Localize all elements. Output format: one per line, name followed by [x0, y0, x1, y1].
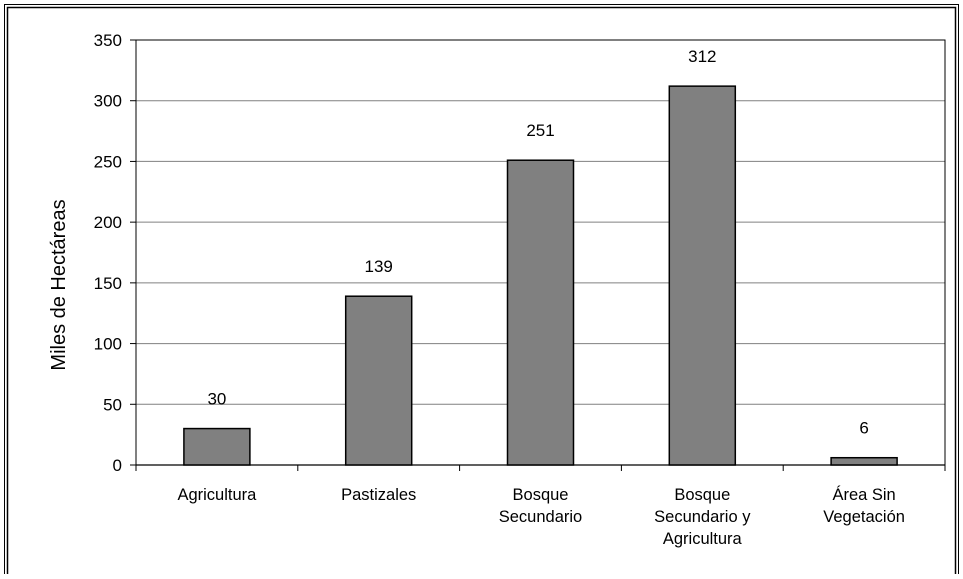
- x-axis-category-labels: Agricultura Pastizales Bosque Secundario Bos…: [177, 485, 904, 548]
- data-label: 312: [688, 47, 716, 66]
- y-axis-ticks: 0 50 100 150 200 250 300 350: [94, 31, 136, 475]
- x-category-label: Bosque Secundario: [499, 486, 582, 526]
- y-tick-label: 200: [94, 213, 122, 232]
- x-category-label: Área Sin Vegetación: [823, 485, 905, 526]
- chart-outer-border: [6, 6, 957, 579]
- x-category-label: Bosque Secundario y Agricultura: [654, 486, 751, 548]
- y-tick-label: 0: [113, 456, 122, 475]
- bar: [183, 427, 251, 466]
- bars: [183, 85, 898, 466]
- data-label: 30: [207, 390, 226, 409]
- x-category-label: Agricultura: [177, 486, 257, 504]
- y-tick-label: 50: [103, 395, 122, 414]
- y-tick-label: 250: [94, 152, 122, 171]
- data-label: 251: [526, 121, 554, 140]
- y-tick-label: 300: [94, 92, 122, 111]
- bar: [506, 159, 575, 466]
- chart-outer-border-shadow: [4, 4, 959, 579]
- y-tick-label: 350: [94, 31, 122, 50]
- data-labels: 30 139 251 312 6: [207, 47, 868, 438]
- y-tick-label: 100: [94, 335, 122, 354]
- bar: [668, 85, 737, 466]
- x-category-label: Pastizales: [341, 486, 416, 504]
- data-label: 6: [859, 419, 868, 438]
- bar: [344, 295, 413, 466]
- data-label: 139: [365, 257, 393, 276]
- bar: [830, 456, 898, 466]
- y-axis-label: Miles de Hectáreas: [48, 199, 70, 370]
- y-tick-label: 150: [94, 274, 122, 293]
